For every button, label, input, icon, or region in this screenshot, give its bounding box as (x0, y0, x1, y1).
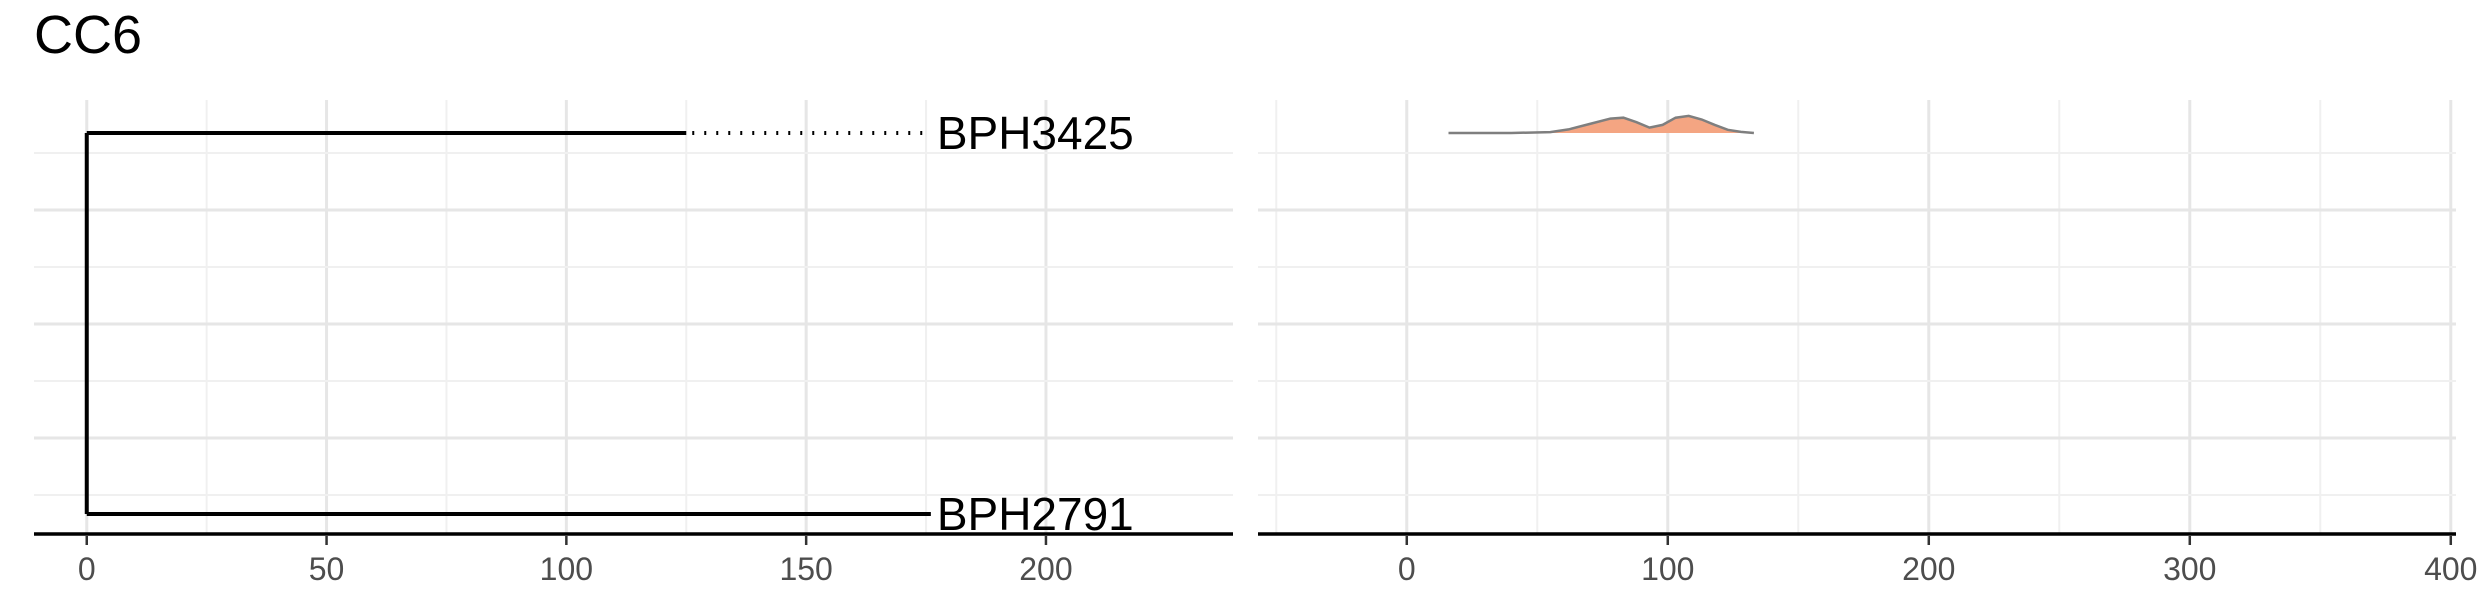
tree-panel-grid (34, 100, 1233, 533)
density-panel-grid (1258, 100, 2456, 533)
phylogenetic-tree: BPH3425 BPH2791 (84, 107, 1134, 540)
x-tick-label: 50 (309, 551, 345, 587)
x-tick-label: 100 (540, 551, 593, 587)
tip-label: BPH2791 (937, 488, 1134, 540)
x-tick-label: 100 (1641, 551, 1694, 587)
tree-panel: BPH3425 BPH2791 0 50 100 150 200 (34, 100, 1233, 587)
tree-x-axis: 0 50 100 150 200 (34, 532, 1233, 587)
x-tick-label: 150 (779, 551, 832, 587)
density-fill (1448, 115, 1754, 133)
x-tick-label: 0 (78, 551, 96, 587)
density-marks (1448, 114, 1755, 135)
density-panel: 0 100 200 300 400 (1258, 100, 2477, 587)
tip-label: BPH3425 (937, 107, 1134, 159)
density-outline (1448, 114, 1755, 135)
x-tick-label: 200 (1902, 551, 1955, 587)
x-tick-label: 200 (1019, 551, 1072, 587)
page-title: CC6 (34, 5, 143, 65)
x-tick-label: 300 (2163, 551, 2216, 587)
density-x-axis: 0 100 200 300 400 (1258, 532, 2477, 587)
x-tick-label: 0 (1398, 551, 1416, 587)
x-tick-label: 400 (2424, 551, 2477, 587)
